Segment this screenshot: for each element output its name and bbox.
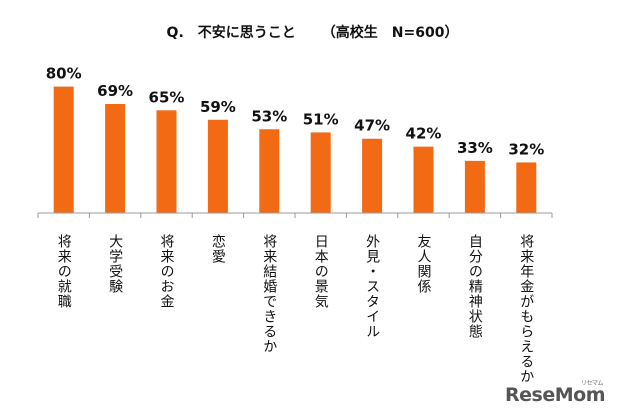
data-label-10: 32%: [508, 140, 544, 158]
bar-6: [310, 132, 331, 213]
bar-3: [156, 110, 177, 213]
category-label-2: 大学受験: [107, 234, 124, 294]
category-label-4: 恋愛: [209, 234, 226, 264]
bar-1: [53, 86, 74, 213]
chart-subtitle: （高校生 N=600）: [321, 25, 459, 41]
category-label-1: 将来の就職: [55, 234, 72, 309]
category-label-8: 友人関係: [415, 234, 432, 294]
category-label-3: 将来のお金: [158, 234, 175, 309]
resemom-logo: ReseMom リセマム: [505, 380, 605, 406]
logo-kana: リセマム: [580, 380, 604, 387]
data-label-9: 33%: [457, 139, 493, 157]
data-label-1: 80%: [46, 65, 82, 83]
bar-8: [413, 146, 434, 213]
chart-title: Q. 不安に思うこと （高校生 N=600）: [0, 22, 625, 42]
logo-text: ReseMom: [505, 384, 605, 406]
data-label-5: 53%: [251, 107, 287, 125]
category-label-7: 外見・スタイル: [364, 234, 381, 339]
data-label-8: 42%: [406, 125, 442, 143]
bar-7: [362, 138, 383, 213]
category-label-5: 将来結婚できるか: [261, 234, 278, 354]
bar-4: [207, 119, 228, 213]
bar-10: [516, 162, 537, 213]
bar-9: [464, 160, 485, 213]
data-label-3: 65%: [149, 88, 185, 106]
chart-question: Q. 不安に思うこと: [166, 25, 296, 41]
data-label-4: 59%: [200, 98, 236, 116]
bar-2: [105, 103, 126, 213]
data-label-7: 47%: [354, 117, 390, 135]
bar-5: [259, 129, 280, 213]
data-label-2: 69%: [97, 82, 133, 100]
data-label-6: 51%: [303, 110, 339, 128]
category-label-9: 自分の精神状態: [466, 234, 483, 339]
category-label-10: 将来年金がもらえるか: [518, 234, 535, 384]
category-label-6: 日本の景気: [312, 234, 329, 309]
